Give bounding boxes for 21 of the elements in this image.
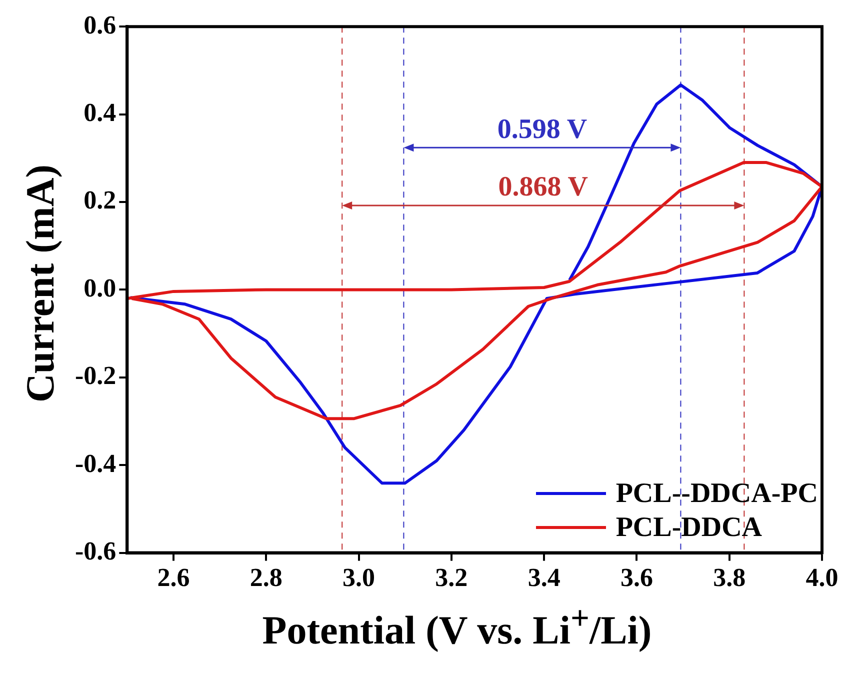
y-tick-label: 0.4 [84, 98, 116, 128]
x-tick-label: 3.4 [528, 563, 560, 592]
legend-label: PCL-DDCA [616, 510, 762, 545]
y-tick-label: -0.2 [74, 361, 116, 390]
x-tick-label: 4.0 [806, 563, 838, 592]
annotation: 0.598 V [497, 114, 588, 145]
y-tick-label: 0.6 [84, 10, 116, 40]
x-tick-label: 2.6 [157, 563, 190, 592]
x-axis-title: Potential (V vs. Li$^{+}$/Li) [261, 600, 653, 654]
legend-label: PCL--DDCA-PC [616, 476, 818, 511]
y-tick-label: -0.4 [74, 448, 116, 478]
y-axis-title: Current (mA) [16, 164, 64, 402]
x-tick-label: 3.2 [435, 563, 468, 592]
y-tick-label: -0.6 [74, 536, 116, 566]
annotation: 0.868 V [498, 172, 588, 203]
x-tick-label: 3.6 [620, 563, 653, 592]
x-tick-label: 3.8 [713, 563, 746, 592]
y-tick-label: 0.2 [84, 186, 116, 215]
x-tick-label: 3.0 [342, 563, 376, 592]
y-tick-label: 0.0 [84, 273, 116, 302]
x-tick-label: 2.8 [250, 563, 282, 592]
